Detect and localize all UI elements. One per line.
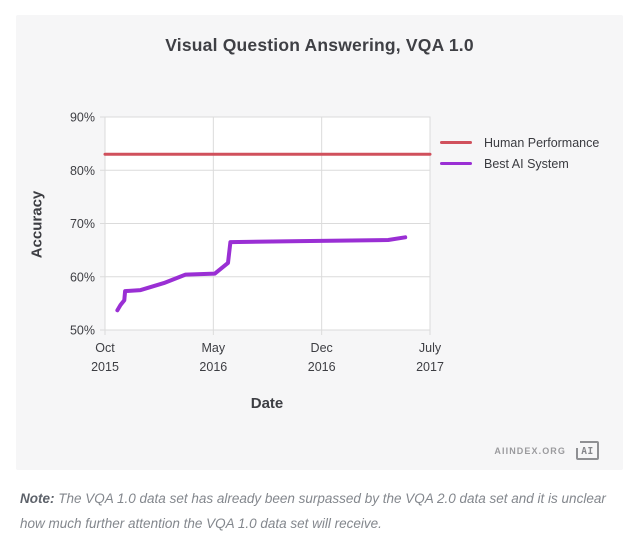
y-axis-label: Accuracy [28,190,46,259]
y-tick-label: 60% [70,270,95,284]
x-tick-sublabel: 2015 [91,360,119,374]
x-tick-sublabel: 2016 [308,360,336,374]
legend-item-human-performance: Human Performance [440,132,599,153]
human-performance-swatch [440,141,472,144]
x-tick-sublabel: 2017 [416,360,444,374]
chart-card: Visual Question Answering, VQA 1.0 50% 60… [16,15,623,470]
x-tick-label: Dec [311,341,333,355]
note-prefix: Note: [20,491,55,506]
y-tick-label: 80% [70,164,95,178]
x-tick-sublabel: 2016 [199,360,227,374]
y-tick-label: 70% [70,217,95,231]
footer: AIINDEX.ORG AI [494,441,599,460]
x-tick-label: July [419,341,442,355]
x-axis-label: Date [250,395,284,412]
source-label: AIINDEX.ORG [494,445,566,456]
x-tick-label: May [202,341,226,355]
best-ai-system-line [115,235,408,313]
note-text: The VQA 1.0 data set has already been su… [20,491,606,531]
y-tick-label: 90% [70,111,95,125]
legend: Human Performance Best AI System [440,132,599,174]
chart-title: Visual Question Answering, VQA 1.0 [165,35,474,55]
logo-notch [576,441,580,448]
legend-label-human-performance: Human Performance [484,135,600,150]
legend-item-best-ai-system: Best AI System [440,153,599,174]
ai-index-logo-icon: AI [576,441,599,460]
x-tick-label: Oct [95,341,115,355]
best-ai-system-swatch [440,162,472,165]
logo-text: AI [581,446,594,457]
note: Note: The VQA 1.0 data set has already b… [20,487,620,537]
y-tick-label: 50% [70,324,95,338]
chart-plot: 50% 60% 70% 80% 90% Oct 2015 May 2016 Dec 2016 July… [70,111,444,375]
legend-label-best-ai-system: Best AI System [484,156,569,171]
